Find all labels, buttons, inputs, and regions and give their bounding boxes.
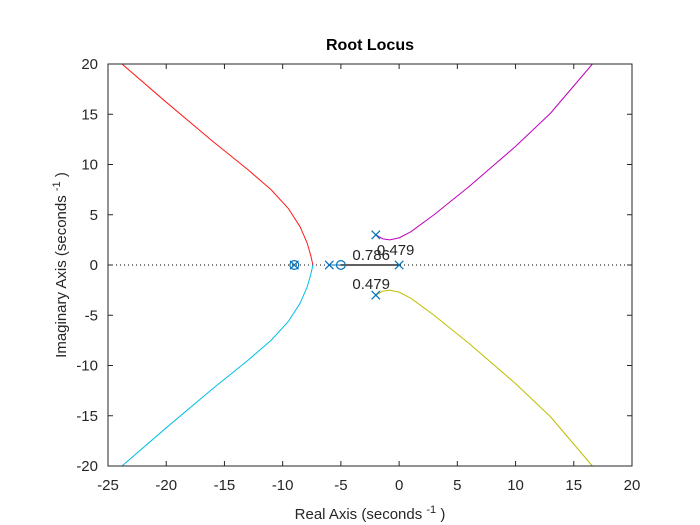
x-tick-label-6: 0 (395, 477, 403, 494)
x-axis-label-superscript: -1 (426, 504, 436, 516)
x-axis-label-main: Real Axis (seconds (295, 506, 423, 523)
chart-title: Root Locus (326, 37, 414, 54)
y-tick-label-9: 20 (81, 56, 98, 73)
damping-annotation-3: 0.479 (352, 276, 390, 293)
locus-branch-3 (375, 63, 593, 241)
y-tick-label-2: -15 (76, 408, 98, 425)
y-axis-label-text: Imaginary Axis (seconds -1 ) (47, 172, 70, 358)
x-tick-label-1: -25 (97, 477, 119, 494)
pole-marker-2 (324, 260, 334, 270)
zero-marker-2 (335, 260, 346, 271)
x-tick-label-7: 5 (453, 477, 461, 494)
damping-annotation-1: 0.479 (377, 242, 415, 259)
locus-branch-4 (375, 289, 593, 467)
pole-marker-stroke (394, 260, 404, 270)
zero-marker-1 (289, 260, 300, 271)
pole-marker-stroke (324, 260, 334, 270)
x-tick-label-2: -20 (155, 477, 177, 494)
y-tick-label-8: 15 (81, 106, 98, 123)
x-tick-label-4: -10 (272, 477, 294, 494)
y-tick-label-7: 10 (81, 157, 98, 174)
damping-annotation-2: 0.786 (352, 247, 390, 264)
y-tick-label-1: -20 (76, 458, 98, 475)
y-tick-label-3: -10 (76, 358, 98, 375)
y-tick-label-6: 5 (90, 207, 98, 224)
pole-marker-1 (289, 260, 299, 270)
locus-branches (121, 63, 593, 467)
x-tick-label-3: -15 (214, 477, 236, 494)
locus-branch-1 (121, 63, 314, 266)
pole-marker-stroke (371, 290, 381, 300)
pole-marker-4 (371, 290, 381, 300)
pole-marker-3 (371, 230, 381, 240)
y-axis-label-suffix: ) (53, 172, 70, 177)
y-axis-label-superscript: -1 (51, 181, 63, 191)
y-tick-label-4: -5 (85, 307, 98, 324)
y-tick-label-5: 0 (90, 257, 98, 274)
pole-marker-5 (394, 260, 404, 270)
x-axis-label-suffix: ) (440, 506, 445, 523)
y-axis-label: Imaginary Axis (seconds -1 ) (47, 172, 70, 358)
x-axis-label-text: Real Axis (seconds -1 ) (295, 500, 446, 523)
axes-and-ticks: -25 -20 -15 -10 -5 0 5 10 15 20 -20 -15 -10 -5 0 5 10 15 2… (76, 56, 640, 494)
x-axis-label: Real Axis (seconds -1 ) (295, 500, 446, 523)
x-tick-label-10: 20 (624, 477, 641, 494)
x-tick-label-9: 15 (565, 477, 582, 494)
pole-zero-markers (289, 230, 404, 300)
locus-branch-2 (121, 264, 314, 467)
x-tick-label-5: -5 (334, 477, 347, 494)
y-axis-label-main: Imaginary Axis (seconds (53, 195, 70, 358)
x-tick-label-8: 10 (507, 477, 524, 494)
pole-marker-stroke (289, 260, 299, 270)
pole-marker-stroke (371, 230, 381, 240)
